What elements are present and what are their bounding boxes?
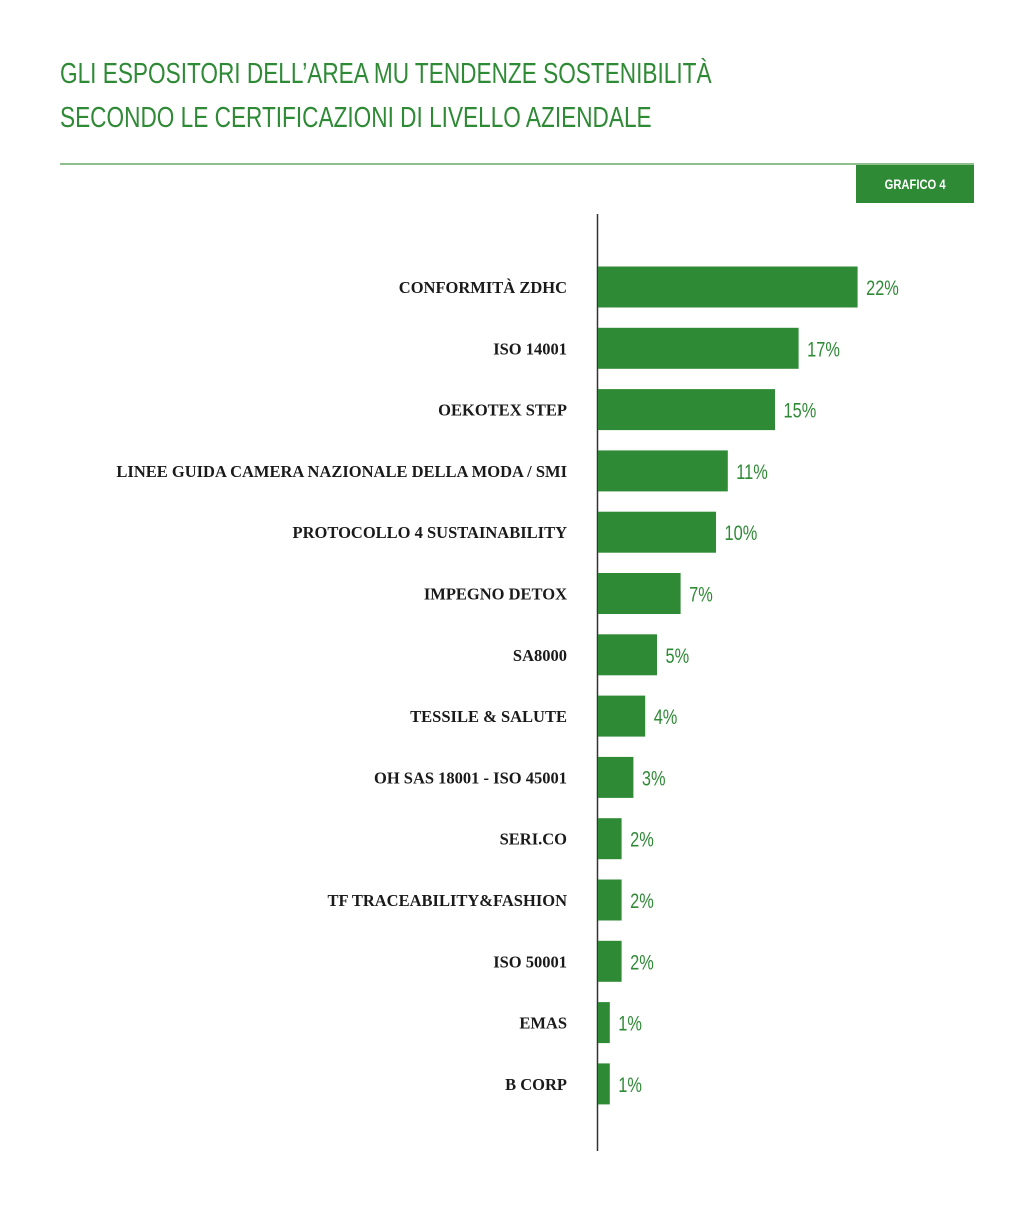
category-label: TF TRACEABILITY&FASHION xyxy=(328,891,568,910)
bar xyxy=(598,327,799,369)
category-label: OEKOTEX STEP xyxy=(438,401,567,420)
bar xyxy=(598,573,681,614)
value-label: 3% xyxy=(642,766,666,789)
category-label: LINEE GUIDA CAMERA NAZIONALE DELLA MODA … xyxy=(116,462,567,481)
value-label: 2% xyxy=(630,828,654,851)
category-label: IMPEGNO DETOX xyxy=(424,585,567,604)
bar xyxy=(598,389,775,431)
bar xyxy=(598,695,646,737)
category-label: TESSILE & SALUTE xyxy=(410,707,567,726)
bar xyxy=(598,1002,610,1044)
bar xyxy=(598,266,858,308)
value-label: 4% xyxy=(654,705,678,728)
bar xyxy=(598,1063,610,1105)
title-line-2: SECONDO LE CERTIFICAZIONI DI LIVELLO AZI… xyxy=(60,102,652,134)
bar xyxy=(598,879,622,921)
category-label: ISO 14001 xyxy=(493,339,567,358)
value-label: 17% xyxy=(807,337,840,360)
value-label: 2% xyxy=(630,889,654,912)
bar xyxy=(598,450,728,492)
bar xyxy=(598,818,622,860)
value-label: 1% xyxy=(618,1073,642,1096)
chart-title: GLI ESPOSITORI DELL’AREA MU TENDENZE SOS… xyxy=(60,52,712,140)
badge-label: GRAFICO 4 xyxy=(884,176,946,192)
bar xyxy=(598,756,634,798)
value-label: 15% xyxy=(784,399,817,422)
category-label: CONFORMITÀ ZDHC xyxy=(399,278,567,297)
value-label: 7% xyxy=(689,583,713,606)
bar xyxy=(598,511,716,553)
value-label: 5% xyxy=(666,644,690,667)
category-label: B CORP xyxy=(505,1075,567,1094)
category-label: PROTOCOLLO 4 SUSTAINABILITY xyxy=(293,523,568,542)
value-label: 10% xyxy=(725,521,758,544)
value-label: 2% xyxy=(630,950,654,973)
value-label: 1% xyxy=(618,1012,642,1035)
title-line-1: GLI ESPOSITORI DELL’AREA MU TENDENZE SOS… xyxy=(60,58,712,90)
category-label: SERI.CO xyxy=(500,830,568,849)
bar xyxy=(598,634,657,676)
category-label: ISO 50001 xyxy=(493,952,567,971)
header-divider xyxy=(60,163,974,165)
chart-number-badge: GRAFICO 4 xyxy=(856,165,974,203)
category-label: OH SAS 18001 - ISO 45001 xyxy=(374,768,567,787)
bar xyxy=(598,940,622,982)
category-label: SA8000 xyxy=(513,646,567,665)
value-label: 11% xyxy=(736,460,768,483)
category-label: EMAS xyxy=(519,1014,567,1033)
value-label: 22% xyxy=(866,276,899,299)
